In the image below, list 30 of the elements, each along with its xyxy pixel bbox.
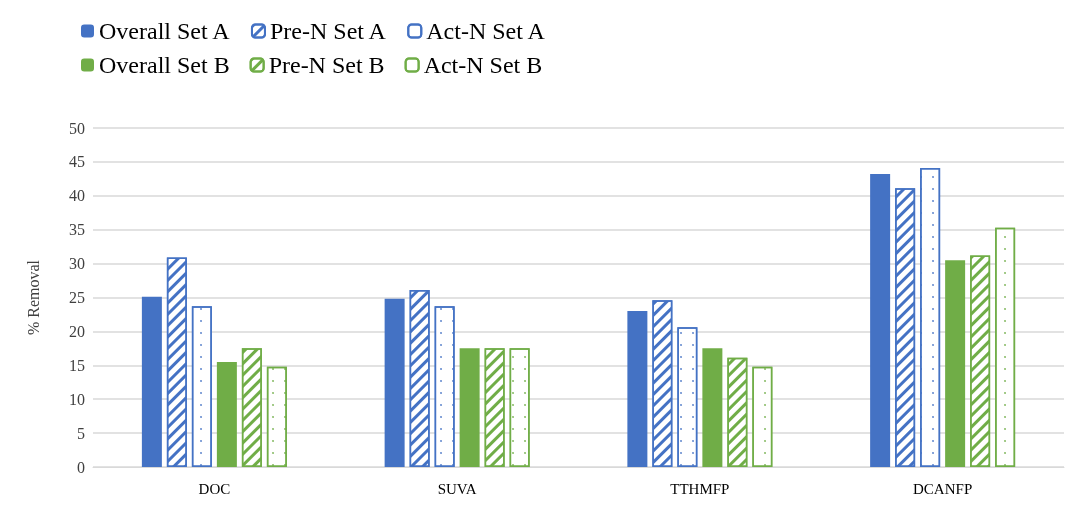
y-tick-label: 5 — [77, 424, 85, 442]
y-tick-label: 50 — [69, 119, 85, 137]
x-tick-label: DCANFP — [913, 480, 973, 497]
bar — [216, 361, 237, 467]
legend-label: Act-N Set A — [426, 18, 546, 44]
legend-label: Pre-N Set A — [269, 18, 387, 44]
bar — [384, 298, 405, 467]
x-tick-label: DOC — [198, 480, 231, 497]
legend-label: Pre-N Set B — [268, 52, 385, 78]
bar — [945, 260, 966, 467]
y-axis-title: % Removal — [24, 259, 42, 336]
x-tick-label: TTHMFP — [670, 480, 730, 497]
y-tick-label: 35 — [69, 221, 85, 239]
y-tick-label: 25 — [69, 289, 85, 306]
legend-label: Overall Set A — [99, 18, 231, 44]
y-tick-label: 0 — [77, 458, 85, 476]
y-tick-label: 30 — [69, 255, 85, 273]
legend-label: Act-N Set B — [423, 52, 543, 78]
bar — [141, 296, 162, 467]
bar — [627, 311, 648, 467]
x-tick-label: SUVA — [437, 480, 477, 497]
y-tick-label: 20 — [69, 322, 85, 340]
bar — [459, 348, 480, 467]
y-tick-label: 15 — [69, 356, 85, 374]
y-tick-label: 45 — [69, 153, 85, 171]
legend-label: Overall Set B — [99, 52, 230, 78]
y-tick-label: 10 — [69, 390, 85, 408]
bar — [870, 174, 891, 467]
y-tick-label: 40 — [69, 187, 85, 205]
bar — [702, 348, 723, 467]
